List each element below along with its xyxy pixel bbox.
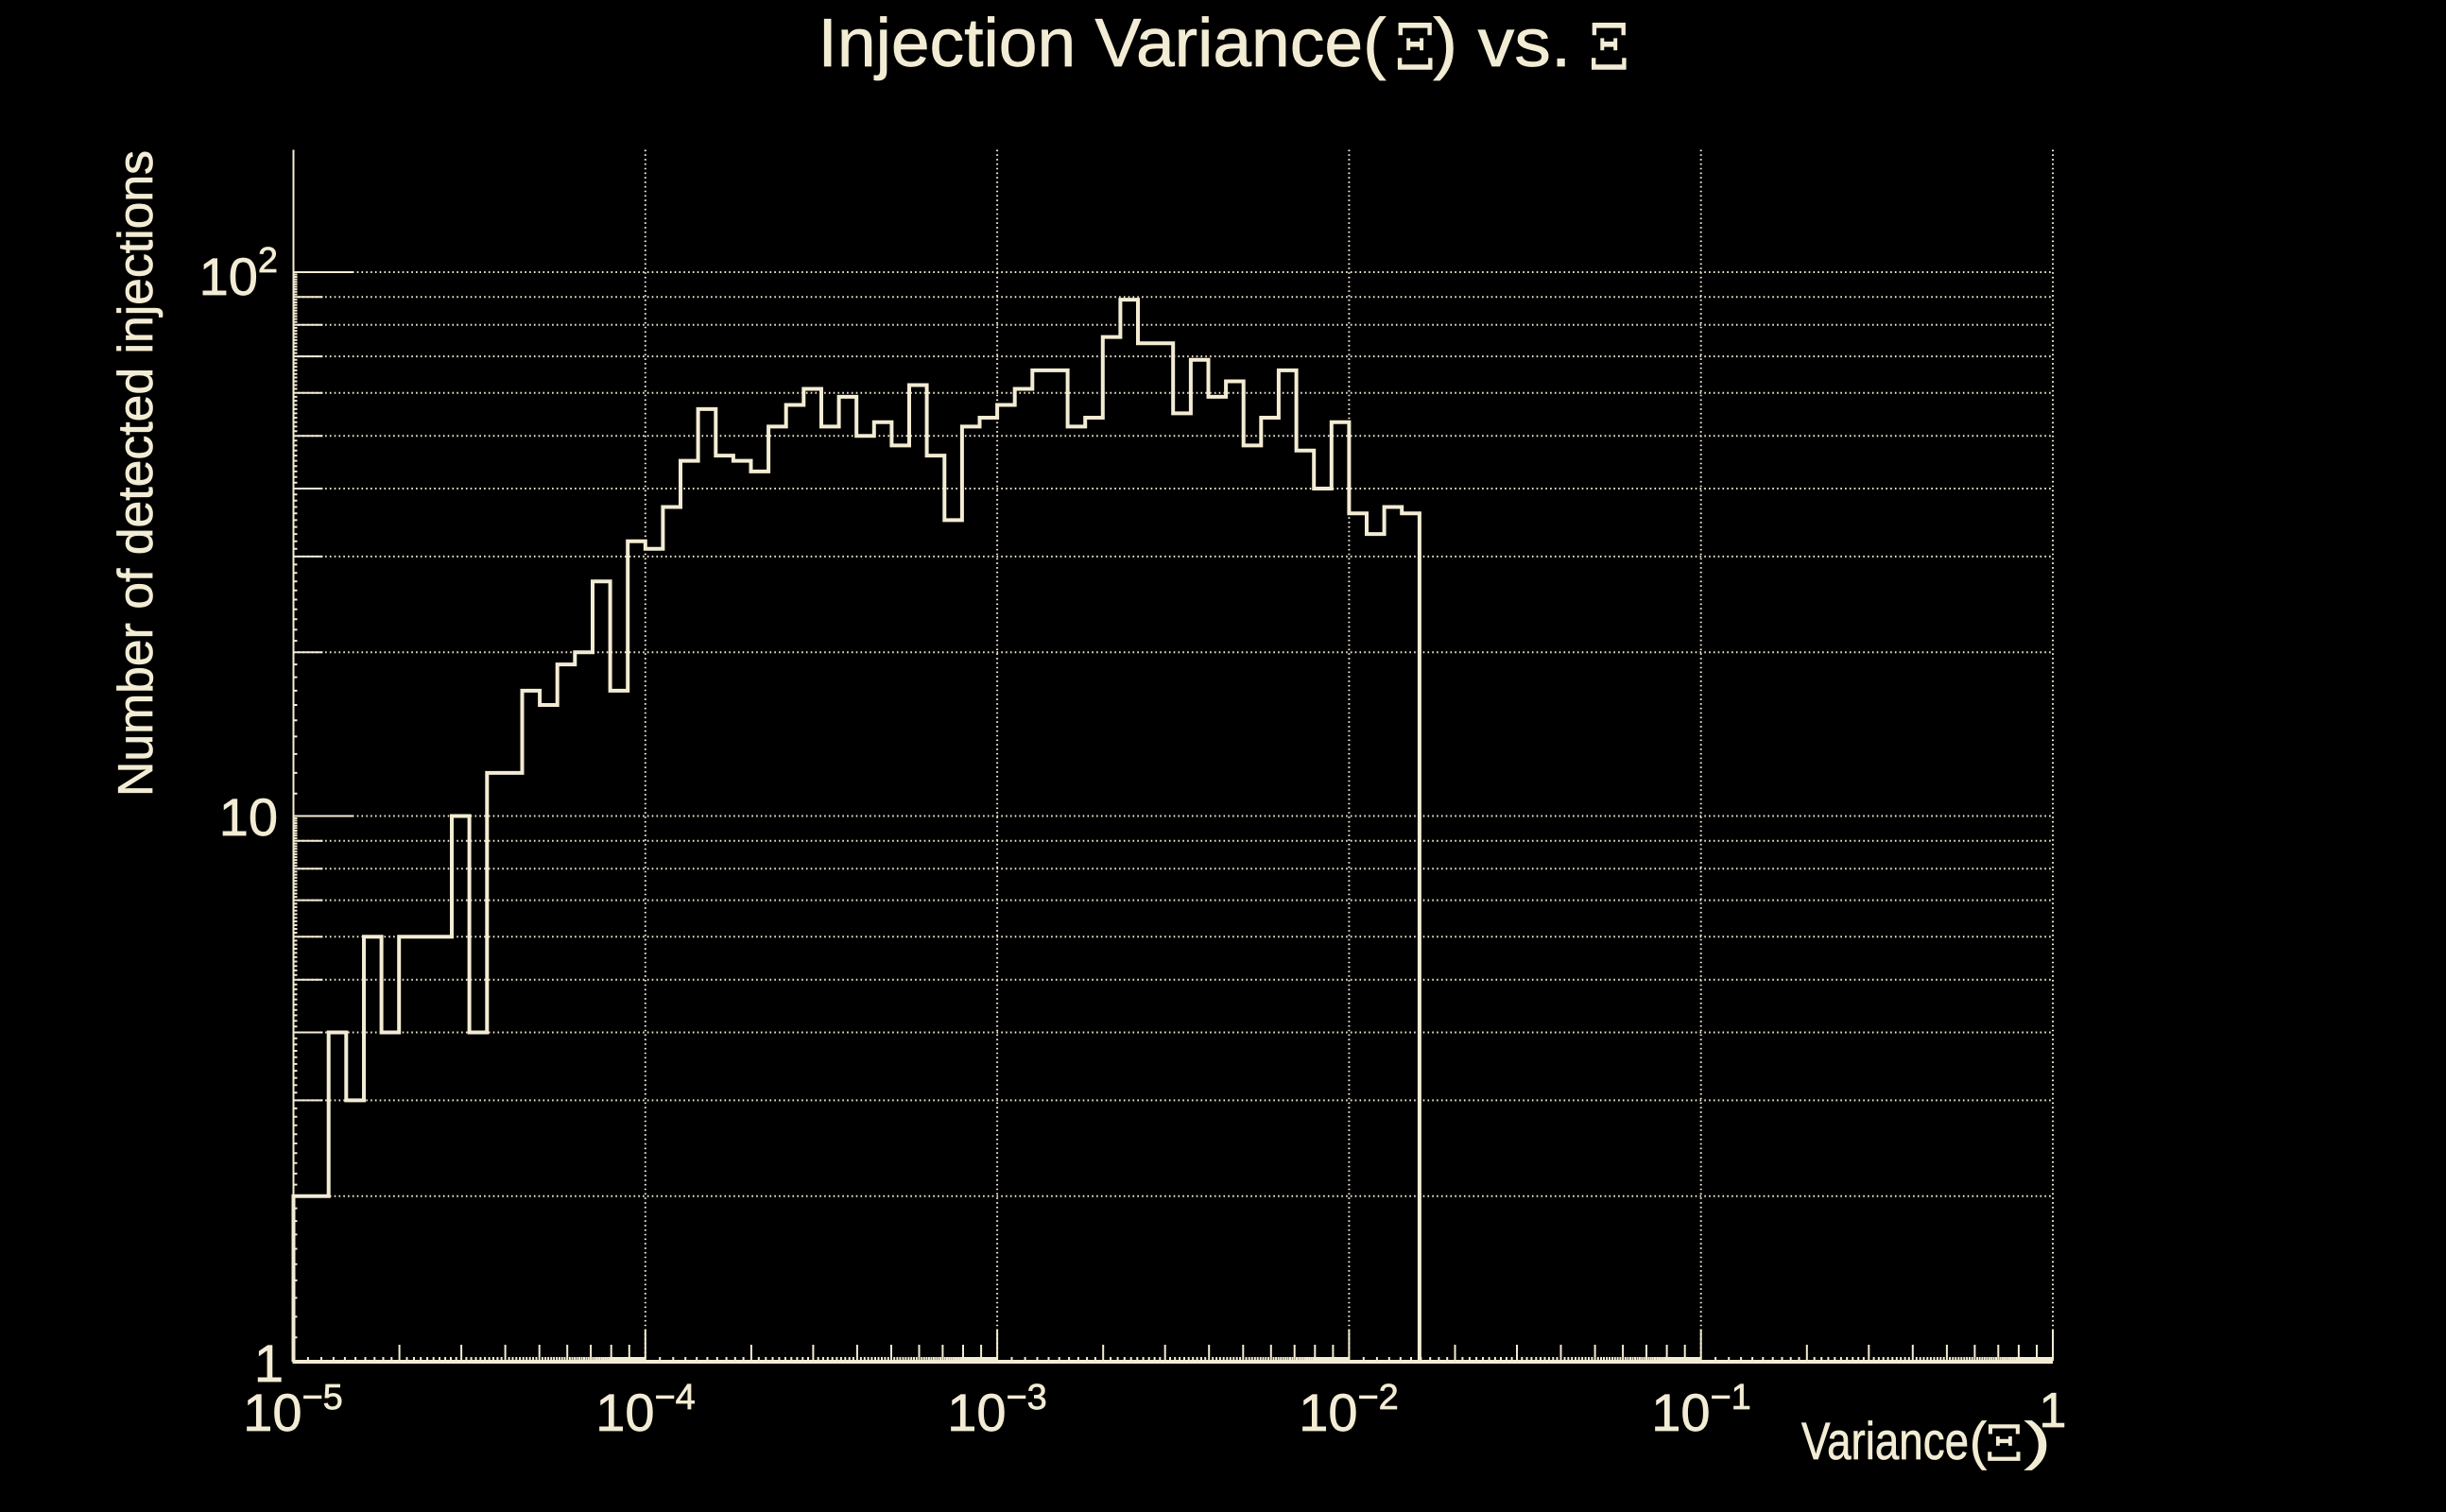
svg-text:10−3: 10−3 xyxy=(947,1378,1047,1442)
svg-text:) vs.: ) vs. xyxy=(1433,6,1571,81)
svg-text:10: 10 xyxy=(219,787,278,847)
svg-text:Number of detected injections: Number of detected injections xyxy=(109,150,164,797)
svg-text:1: 1 xyxy=(254,1333,284,1393)
svg-text:Injection Variance(: Injection Variance( xyxy=(818,6,1387,81)
svg-text:10−2: 10−2 xyxy=(1299,1378,1399,1442)
svg-text:Variance: Variance xyxy=(1801,1411,1969,1470)
svg-text:(: ( xyxy=(1970,1411,1987,1470)
svg-text:1: 1 xyxy=(2040,1383,2067,1438)
svg-text:102: 102 xyxy=(199,241,278,306)
svg-text:): ) xyxy=(2024,1412,2051,1471)
